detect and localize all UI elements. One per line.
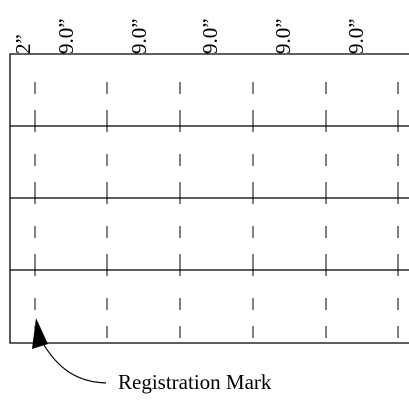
ruler-label-offset: 2” <box>11 34 35 54</box>
registration-ticks <box>34 82 399 338</box>
callout-leader-line <box>40 339 107 384</box>
callout-arrowhead-icon <box>32 318 48 349</box>
row-separators <box>10 125 409 271</box>
ruler-label-col-3: 9.0” <box>198 18 222 54</box>
callout-label: Registration Mark <box>118 370 272 394</box>
registration-callout: Registration Mark <box>32 318 272 394</box>
ruler-label-col-2: 9.0” <box>127 18 151 54</box>
ruler-labels: 2” 9.0” 9.0” 9.0” 9.0” 9.0” <box>11 18 368 54</box>
ruler-label-col-4: 9.0” <box>271 18 295 54</box>
ruler-label-col-1: 9.0” <box>54 18 78 54</box>
ruler-label-col-5: 9.0” <box>344 18 368 54</box>
